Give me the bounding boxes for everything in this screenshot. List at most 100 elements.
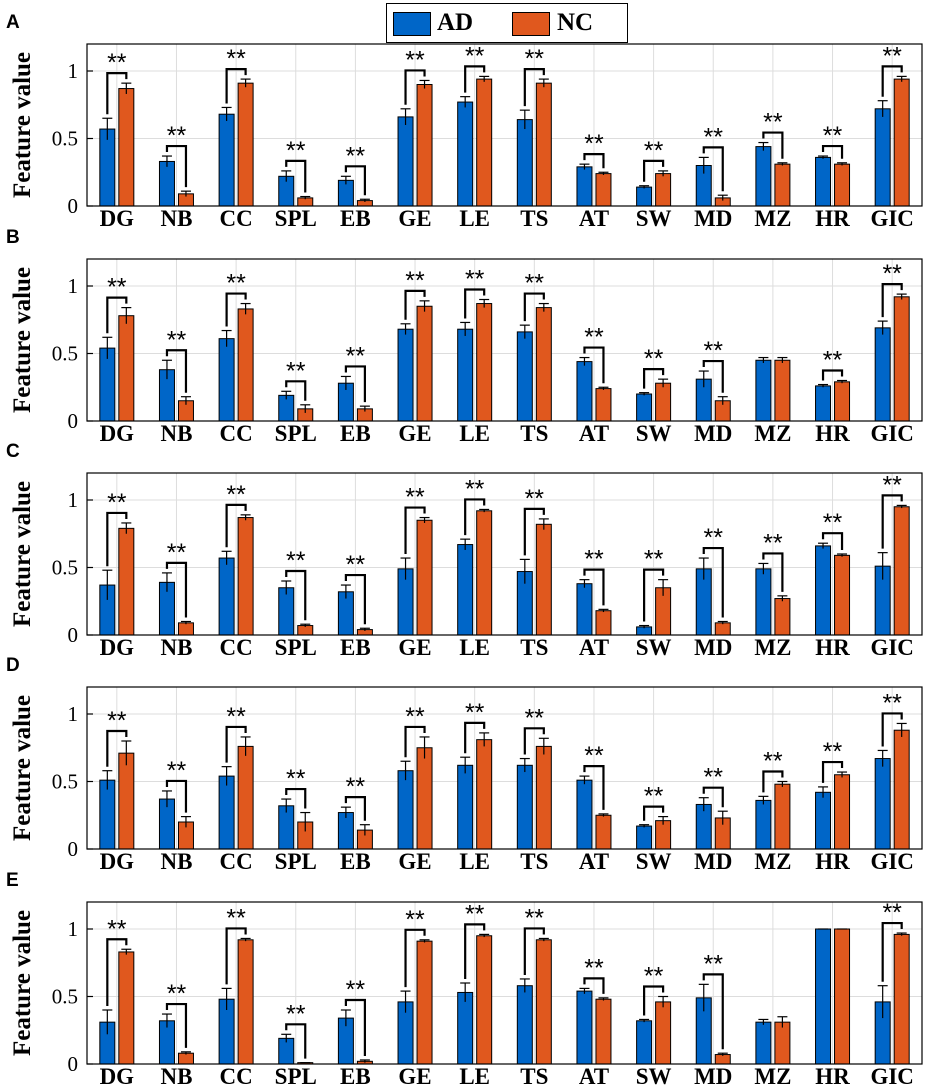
bar-nc-B-AT — [595, 388, 612, 422]
bar-nc-B-GE — [416, 305, 433, 422]
x-tick-label-C-MD: MD — [694, 635, 732, 660]
bar-nc-E-MZ — [774, 1021, 791, 1065]
y-tick-label-D-1: 0.5 — [52, 770, 78, 794]
bar-ad-D-LE — [457, 764, 474, 850]
sig-stars-A-SPL: ** — [286, 137, 306, 165]
x-tick-label-B-DG: DG — [100, 421, 135, 446]
bar-nc-A-HR — [834, 163, 851, 207]
sig-stars-E-LE: ** — [465, 900, 485, 928]
x-tick-label-E-MD: MD — [694, 1064, 732, 1089]
x-tick-label-D-TS: TS — [520, 849, 548, 874]
sig-stars-B-DG: ** — [107, 274, 127, 302]
y-tick-label-C-2: 1 — [68, 488, 79, 512]
bar-nc-E-GIC — [893, 933, 910, 1065]
sig-stars-D-CC: ** — [226, 703, 246, 731]
sig-stars-E-AT: ** — [584, 954, 604, 982]
sig-stars-A-HR: ** — [823, 122, 843, 150]
sig-stars-D-EB: ** — [346, 773, 366, 801]
sig-stars-C-GIC: ** — [882, 471, 902, 499]
y-axis-label-D: Feature value — [9, 695, 36, 841]
x-tick-label-A-CC: CC — [219, 206, 252, 231]
legend-label-ad: AD — [437, 9, 474, 36]
sig-bracket-C-MZ — [762, 552, 784, 592]
sig-bracket-E-SPL — [285, 1023, 307, 1059]
y-tick-label-E-2: 1 — [68, 917, 79, 941]
sig-bracket-A-TS — [523, 67, 545, 107]
x-tick-label-B-GIC: GIC — [870, 421, 913, 446]
bar-nc-D-LE — [476, 739, 493, 850]
x-tick-label-C-MZ: MZ — [754, 635, 791, 660]
sig-bracket-A-HR — [821, 144, 844, 159]
sig-bracket-A-AT — [583, 153, 605, 169]
sig-stars-D-NB: ** — [167, 757, 187, 785]
axes-box-B — [86, 258, 923, 422]
sig-stars-B-HR: ** — [823, 347, 843, 375]
sig-stars-B-TS: ** — [525, 270, 545, 298]
bar-ad-B-AT — [576, 361, 593, 422]
bar-nc-C-MZ — [774, 598, 791, 636]
bar-ad-B-SW — [636, 393, 653, 422]
panel-label-A: A — [6, 12, 20, 33]
axes-box-A — [86, 43, 923, 207]
sig-bracket-C-GIC — [881, 494, 903, 549]
y-tick-label-E-0: 0 — [68, 1052, 79, 1076]
sig-stars-B-GIC: ** — [882, 260, 902, 288]
bar-ad-E-TS — [516, 985, 533, 1065]
x-tick-label-A-GIC: GIC — [870, 206, 913, 231]
x-tick-label-A-HR: HR — [815, 206, 850, 231]
sig-bracket-C-SPL — [285, 569, 307, 621]
sig-bracket-C-CC — [225, 503, 247, 548]
legend-swatch-nc — [512, 12, 550, 36]
legend: AD NC — [386, 3, 628, 43]
x-tick-label-B-EB: EB — [340, 421, 371, 446]
sig-stars-A-MZ: ** — [763, 109, 783, 137]
sig-bracket-E-NB — [165, 1002, 188, 1048]
x-tick-label-A-MZ: MZ — [754, 206, 791, 231]
y-tick-label-E-1: 0.5 — [52, 985, 78, 1009]
y-axis-label-C: Feature value — [9, 481, 36, 627]
bar-nc-E-NB — [177, 1052, 194, 1065]
x-tick-label-C-DG: DG — [100, 635, 135, 660]
x-tick-label-C-SPL: SPL — [275, 635, 317, 660]
sig-stars-C-MZ: ** — [763, 529, 783, 557]
sig-stars-E-GIC: ** — [882, 899, 902, 927]
sig-bracket-D-HR — [821, 760, 844, 783]
bar-nc-D-GIC — [893, 729, 910, 850]
sig-stars-B-MD: ** — [704, 337, 724, 365]
sig-bracket-E-TS — [523, 927, 545, 975]
x-tick-label-E-GE: GE — [398, 1064, 431, 1089]
bar-ad-C-LE — [457, 544, 474, 636]
bar-ad-B-TS — [516, 331, 533, 422]
panel-label-B: B — [6, 227, 20, 248]
y-tick-label-A-0: 0 — [68, 194, 79, 218]
sig-stars-C-LE: ** — [465, 475, 485, 503]
sig-stars-B-AT: ** — [584, 324, 604, 352]
x-tick-label-C-LE: LE — [459, 635, 490, 660]
x-tick-label-B-SPL: SPL — [275, 421, 317, 446]
sig-bracket-B-NB — [165, 349, 188, 393]
bar-nc-C-TS — [535, 523, 552, 636]
bar-nc-B-SW — [655, 382, 672, 422]
bar-nc-E-LE — [476, 935, 493, 1065]
sig-bracket-E-EB — [344, 998, 366, 1056]
sig-stars-E-NB: ** — [167, 980, 187, 1008]
sig-bracket-B-LE — [464, 288, 486, 319]
bar-ad-C-SPL — [278, 587, 295, 636]
x-tick-label-C-TS: TS — [520, 635, 548, 660]
bar-ad-D-MZ — [755, 799, 772, 850]
bar-ad-D-SW — [636, 825, 653, 850]
sig-bracket-A-CC — [225, 67, 247, 104]
sig-stars-A-GE: ** — [405, 46, 425, 74]
sig-stars-C-SW: ** — [644, 546, 664, 574]
sig-bracket-A-SPL — [285, 159, 307, 193]
bar-nc-E-TS — [535, 939, 552, 1065]
sig-bracket-D-TS — [523, 727, 545, 755]
bar-nc-C-SPL — [297, 625, 314, 636]
bar-ad-D-GE — [397, 770, 414, 850]
bar-nc-C-HR — [834, 554, 851, 636]
sig-bracket-B-GE — [404, 289, 426, 320]
x-tick-label-E-TS: TS — [520, 1064, 548, 1089]
bar-nc-C-NB — [177, 622, 194, 636]
bar-ad-A-MZ — [755, 146, 772, 207]
